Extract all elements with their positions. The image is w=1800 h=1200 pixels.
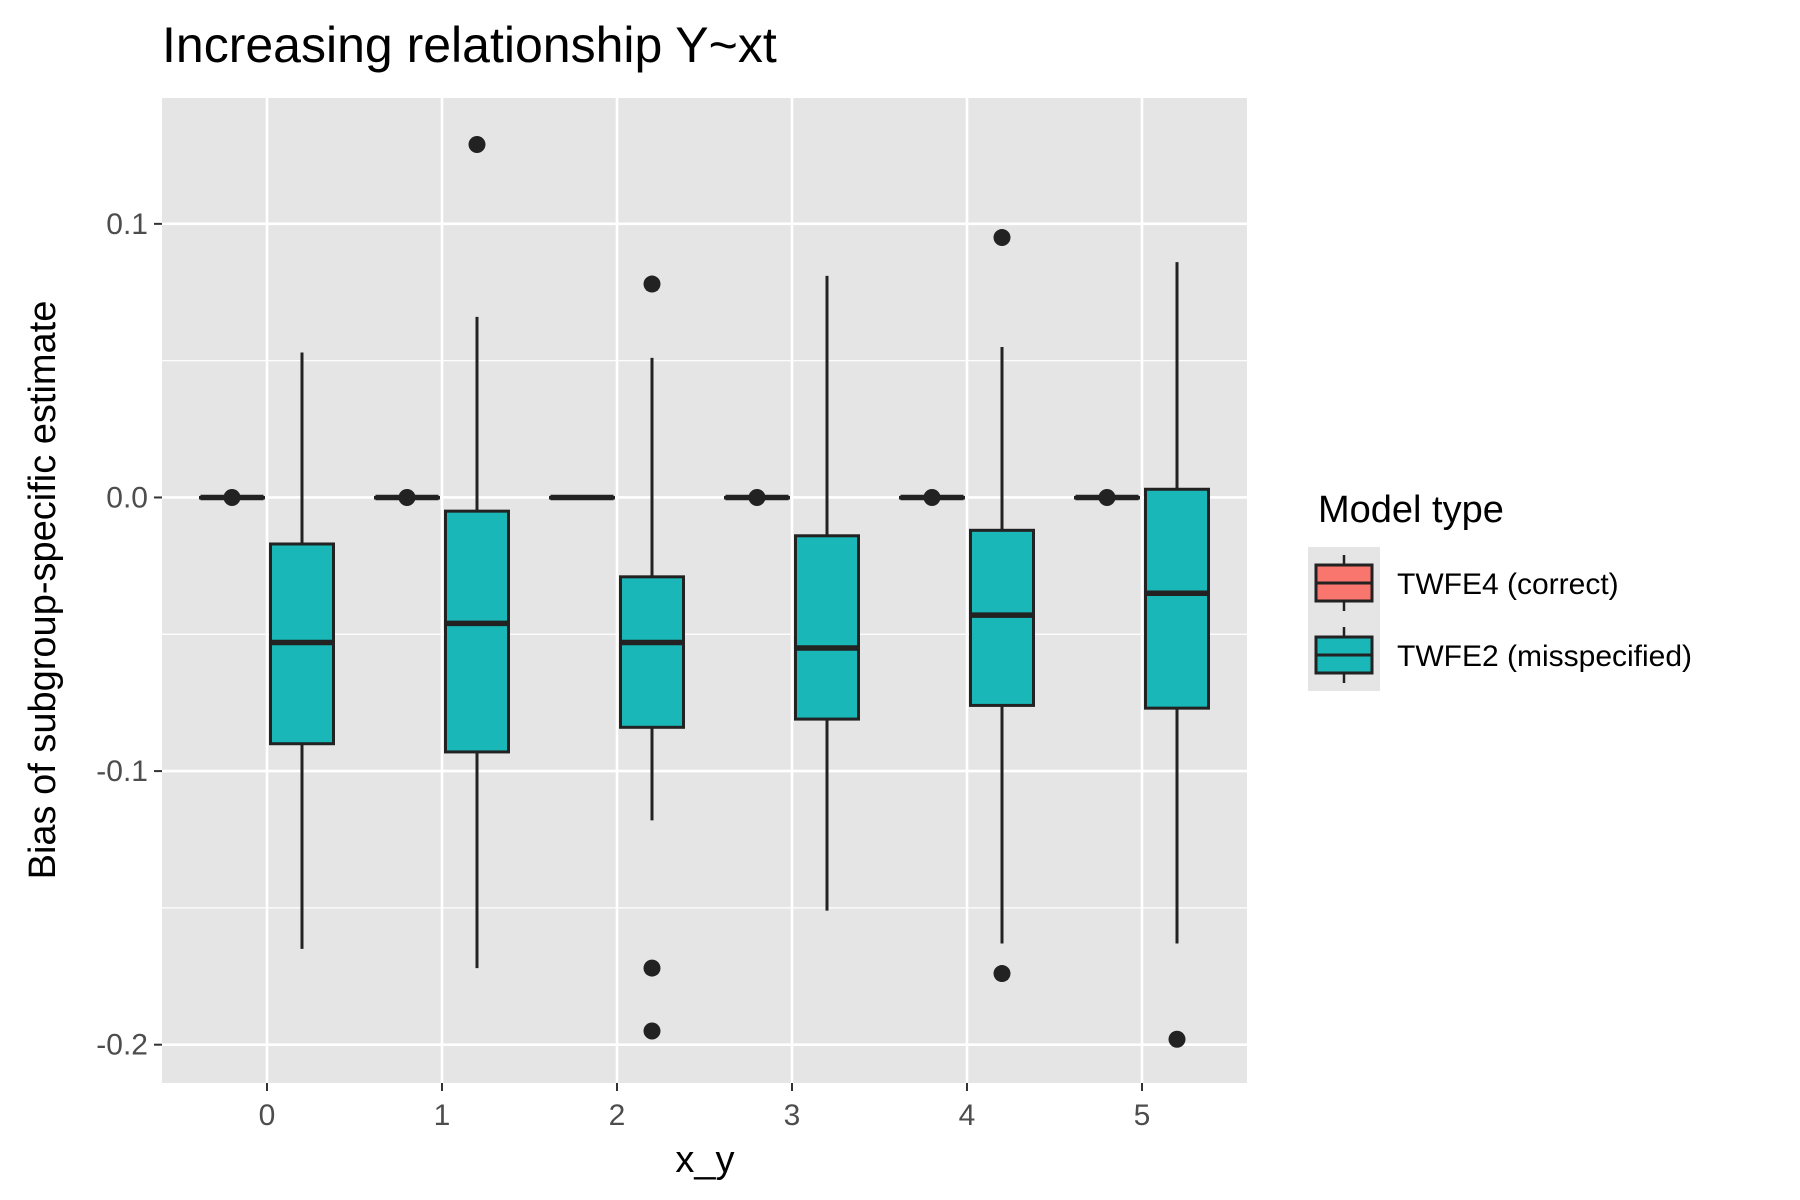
y-axis-title: Bias of subgroup-specific estimate	[22, 301, 64, 880]
legend-label: TWFE2 (misspecified)	[1397, 640, 1692, 673]
box-twfe2-2	[619, 275, 685, 1040]
box-body	[444, 509, 510, 754]
x-axis: 0 1 2 3 4 5	[259, 1083, 1151, 1132]
box-body	[794, 534, 860, 721]
legend-entry: TWFE2 (misspecified)	[1308, 619, 1692, 691]
box-twfe4-3	[724, 488, 790, 506]
x-axis-title: x_y	[675, 1139, 734, 1181]
box-twfe2-1	[444, 136, 510, 969]
legend-title: Model type	[1318, 489, 1504, 531]
box-twfe2-4	[969, 229, 1035, 983]
outlier-point	[923, 488, 941, 506]
plot-panel	[162, 98, 1247, 1083]
box-twfe2-5	[1144, 262, 1210, 1048]
outlier-point	[748, 488, 766, 506]
box-body	[619, 575, 685, 729]
grid-lines	[162, 98, 1247, 1083]
y-tick-label: 0.0	[106, 481, 148, 514]
outlier-point	[643, 275, 661, 293]
outlier-point	[993, 965, 1011, 983]
outlier-point	[993, 229, 1011, 247]
box-twfe2-0	[269, 352, 335, 949]
box-twfe4-5	[1074, 488, 1140, 506]
x-tick-label: 0	[259, 1099, 276, 1132]
outlier-point	[468, 136, 486, 154]
box-twfe4-0	[199, 488, 265, 506]
legend-entry: TWFE4 (correct)	[1308, 547, 1619, 619]
x-tick-label: 1	[434, 1099, 451, 1132]
outlier-point	[1098, 488, 1116, 506]
box-twfe4-2	[549, 494, 615, 501]
y-tick-label: -0.2	[96, 1029, 148, 1062]
x-tick-label: 5	[1134, 1099, 1151, 1132]
y-tick-label: 0.1	[106, 208, 148, 241]
box-body	[1144, 487, 1210, 710]
chart-title: Increasing relationship Y~xt	[162, 17, 777, 73]
outlier-point	[643, 1022, 661, 1040]
outlier-point	[398, 488, 416, 506]
x-tick-label: 2	[609, 1099, 626, 1132]
box-twfe2-3	[794, 275, 860, 911]
box-twfe4-1	[374, 488, 440, 506]
y-tick-label: -0.1	[96, 755, 148, 788]
x-tick-label: 4	[959, 1099, 976, 1132]
outlier-point	[223, 488, 241, 506]
legend: Model type TWFE4 (correct) TWFE2 (misspec…	[1308, 489, 1692, 691]
outlier-point	[643, 959, 661, 977]
box-layer	[199, 136, 1210, 1048]
outlier-point	[1168, 1030, 1186, 1048]
y-axis: -0.2 -0.1 0.0 0.1	[96, 208, 162, 1062]
box-twfe4-4	[899, 488, 965, 506]
x-tick-label: 3	[784, 1099, 801, 1132]
legend-label: TWFE4 (correct)	[1397, 568, 1619, 601]
